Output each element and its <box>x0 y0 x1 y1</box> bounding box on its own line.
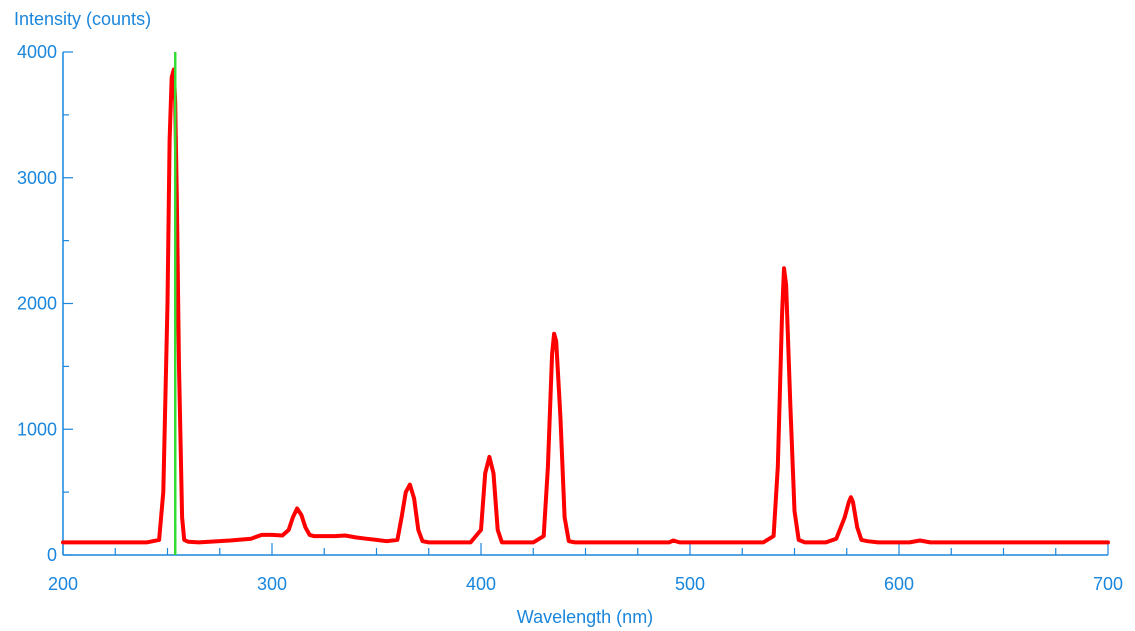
y-axis-title: Intensity (counts) <box>14 9 151 29</box>
spectrum-series-line <box>61 67 1110 545</box>
x-tick-label: 400 <box>466 574 496 594</box>
x-axis-title: Wavelength (nm) <box>517 607 653 627</box>
y-tick-label: 3000 <box>17 168 57 188</box>
axes <box>62 51 1109 556</box>
x-tick-label: 500 <box>675 574 705 594</box>
y-tick-label: 2000 <box>17 294 57 314</box>
x-tick-label: 300 <box>257 574 287 594</box>
x-tick-labels: 200 300 400 500 600 700 <box>48 574 1123 594</box>
x-tick-label: 700 <box>1093 574 1123 594</box>
y-tick-label: 4000 <box>17 42 57 62</box>
series-layer <box>61 67 1110 545</box>
x-tick-label: 600 <box>884 574 914 594</box>
y-tick-label: 1000 <box>17 419 57 439</box>
x-tick-label: 200 <box>48 574 78 594</box>
y-tick-labels: 0 1000 2000 3000 4000 <box>17 42 57 565</box>
y-tick-label: 0 <box>47 545 57 565</box>
